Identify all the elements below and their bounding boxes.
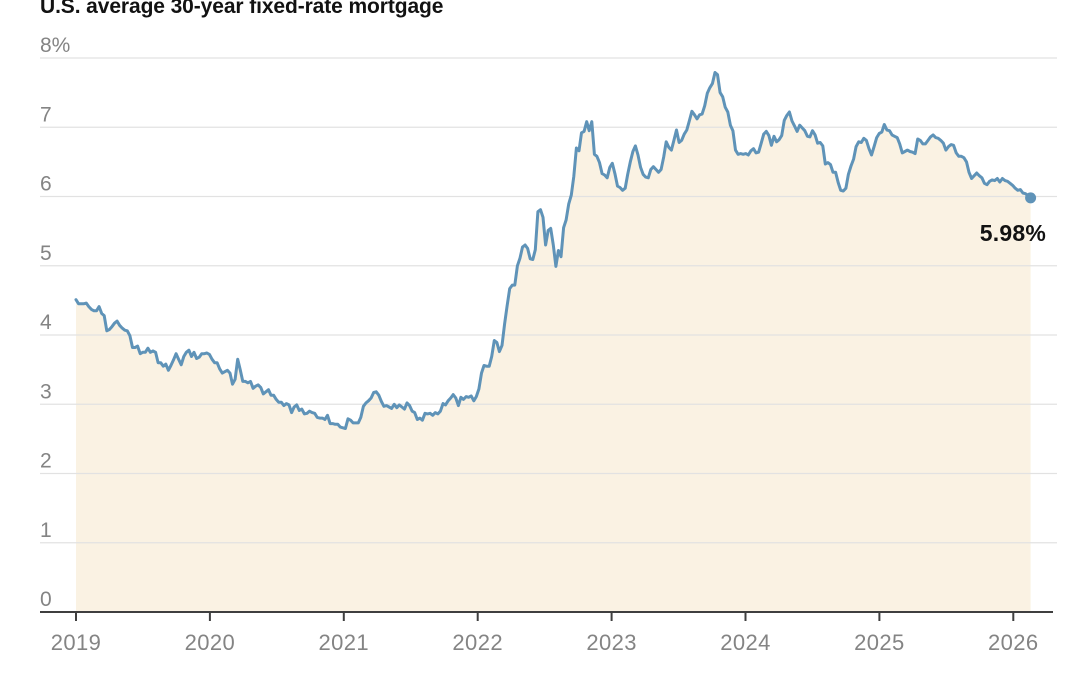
latest-rate-label: 5.98% — [979, 220, 1046, 246]
x-tick-label: 2019 — [51, 630, 102, 655]
y-tick-label: 1 — [40, 519, 52, 542]
end-dot — [1025, 192, 1037, 204]
rate-line — [74, 71, 1033, 430]
y-tick-label: 7 — [40, 103, 52, 126]
x-tick-label: 2026 — [988, 630, 1039, 655]
y-tick-label: 4 — [40, 311, 52, 334]
y-tick-label: 5 — [40, 242, 52, 265]
y-tick-label: 0 — [40, 588, 52, 611]
chart-title: U.S. average 30-year fixed-rate mortgage — [40, 0, 444, 18]
x-tick-label: 2020 — [185, 630, 236, 655]
x-tick-label: 2025 — [854, 630, 905, 655]
x-tick-label: 2024 — [720, 630, 771, 655]
y-tick-label: 6 — [40, 173, 52, 196]
x-tick-label: 2021 — [319, 630, 370, 655]
y-tick-label: 2 — [40, 450, 52, 473]
y-tick-label: 3 — [40, 380, 52, 403]
x-tick-label: 2022 — [452, 630, 503, 655]
x-tick-label: 2023 — [586, 630, 637, 655]
y-tick-label: 8% — [40, 34, 70, 57]
area-fill — [76, 72, 1031, 612]
